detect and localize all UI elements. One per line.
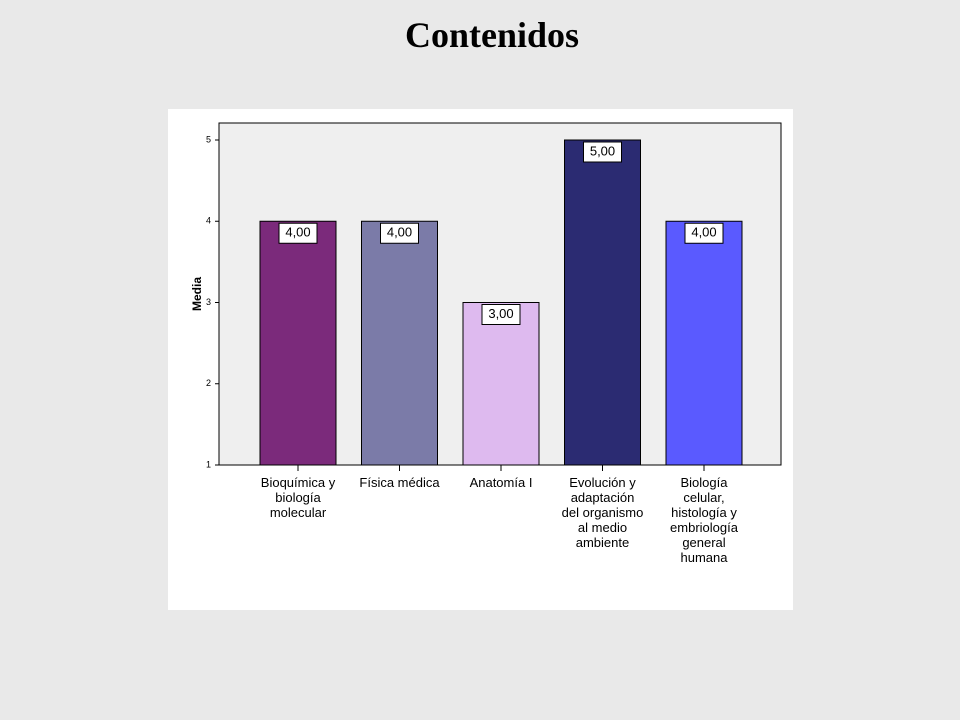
x-category-label: Bioquímica y biología molecular: [261, 475, 336, 520]
bar: [564, 139, 641, 466]
slide-title: Contenidos: [404, 15, 580, 55]
value-label: 4,00: [387, 225, 412, 240]
y-tick-label: 2: [206, 378, 211, 388]
x-category-label: Evolución y adaptación del organismo al med…: [562, 475, 644, 550]
x-category-label: Biología celular, histología y embriología g…: [670, 475, 739, 565]
bar: [462, 302, 540, 466]
bar-chart: 4,00 4,00 3,00 5,00 4,00 1 2 3 4 5 Bioquímica y bi…: [190, 122, 782, 565]
axis-layer: 1 2 3 4 5 Bioquímica y biología molecular Física…: [206, 134, 739, 565]
bar: [361, 220, 438, 466]
y-axis-label: Media: [190, 277, 204, 311]
value-label: 4,00: [691, 225, 716, 240]
value-label: 3,00: [488, 306, 513, 321]
y-tick-label: 3: [206, 297, 211, 307]
y-tick-label: 5: [206, 134, 211, 144]
x-category-label: Anatomía I: [470, 475, 533, 490]
value-label-box: [583, 141, 622, 163]
y-tick-label: 4: [206, 216, 211, 226]
x-category-label: Física médica: [359, 475, 440, 490]
y-tick-label: 1: [206, 459, 211, 469]
value-label-box: [380, 222, 419, 244]
chart-panel: 4,00 4,00 3,00 5,00 4,00 1 2 3 4 5 Bioquímica y bi…: [168, 109, 793, 610]
value-label: 4,00: [285, 225, 310, 240]
value-label-box: [684, 222, 724, 244]
value-label-box: [278, 222, 318, 244]
bars-layer: 4,00 4,00 3,00 5,00 4,00: [259, 139, 743, 466]
bar: [259, 220, 337, 466]
value-label-box: [481, 304, 521, 325]
value-label: 5,00: [590, 143, 615, 158]
bar: [665, 220, 743, 466]
